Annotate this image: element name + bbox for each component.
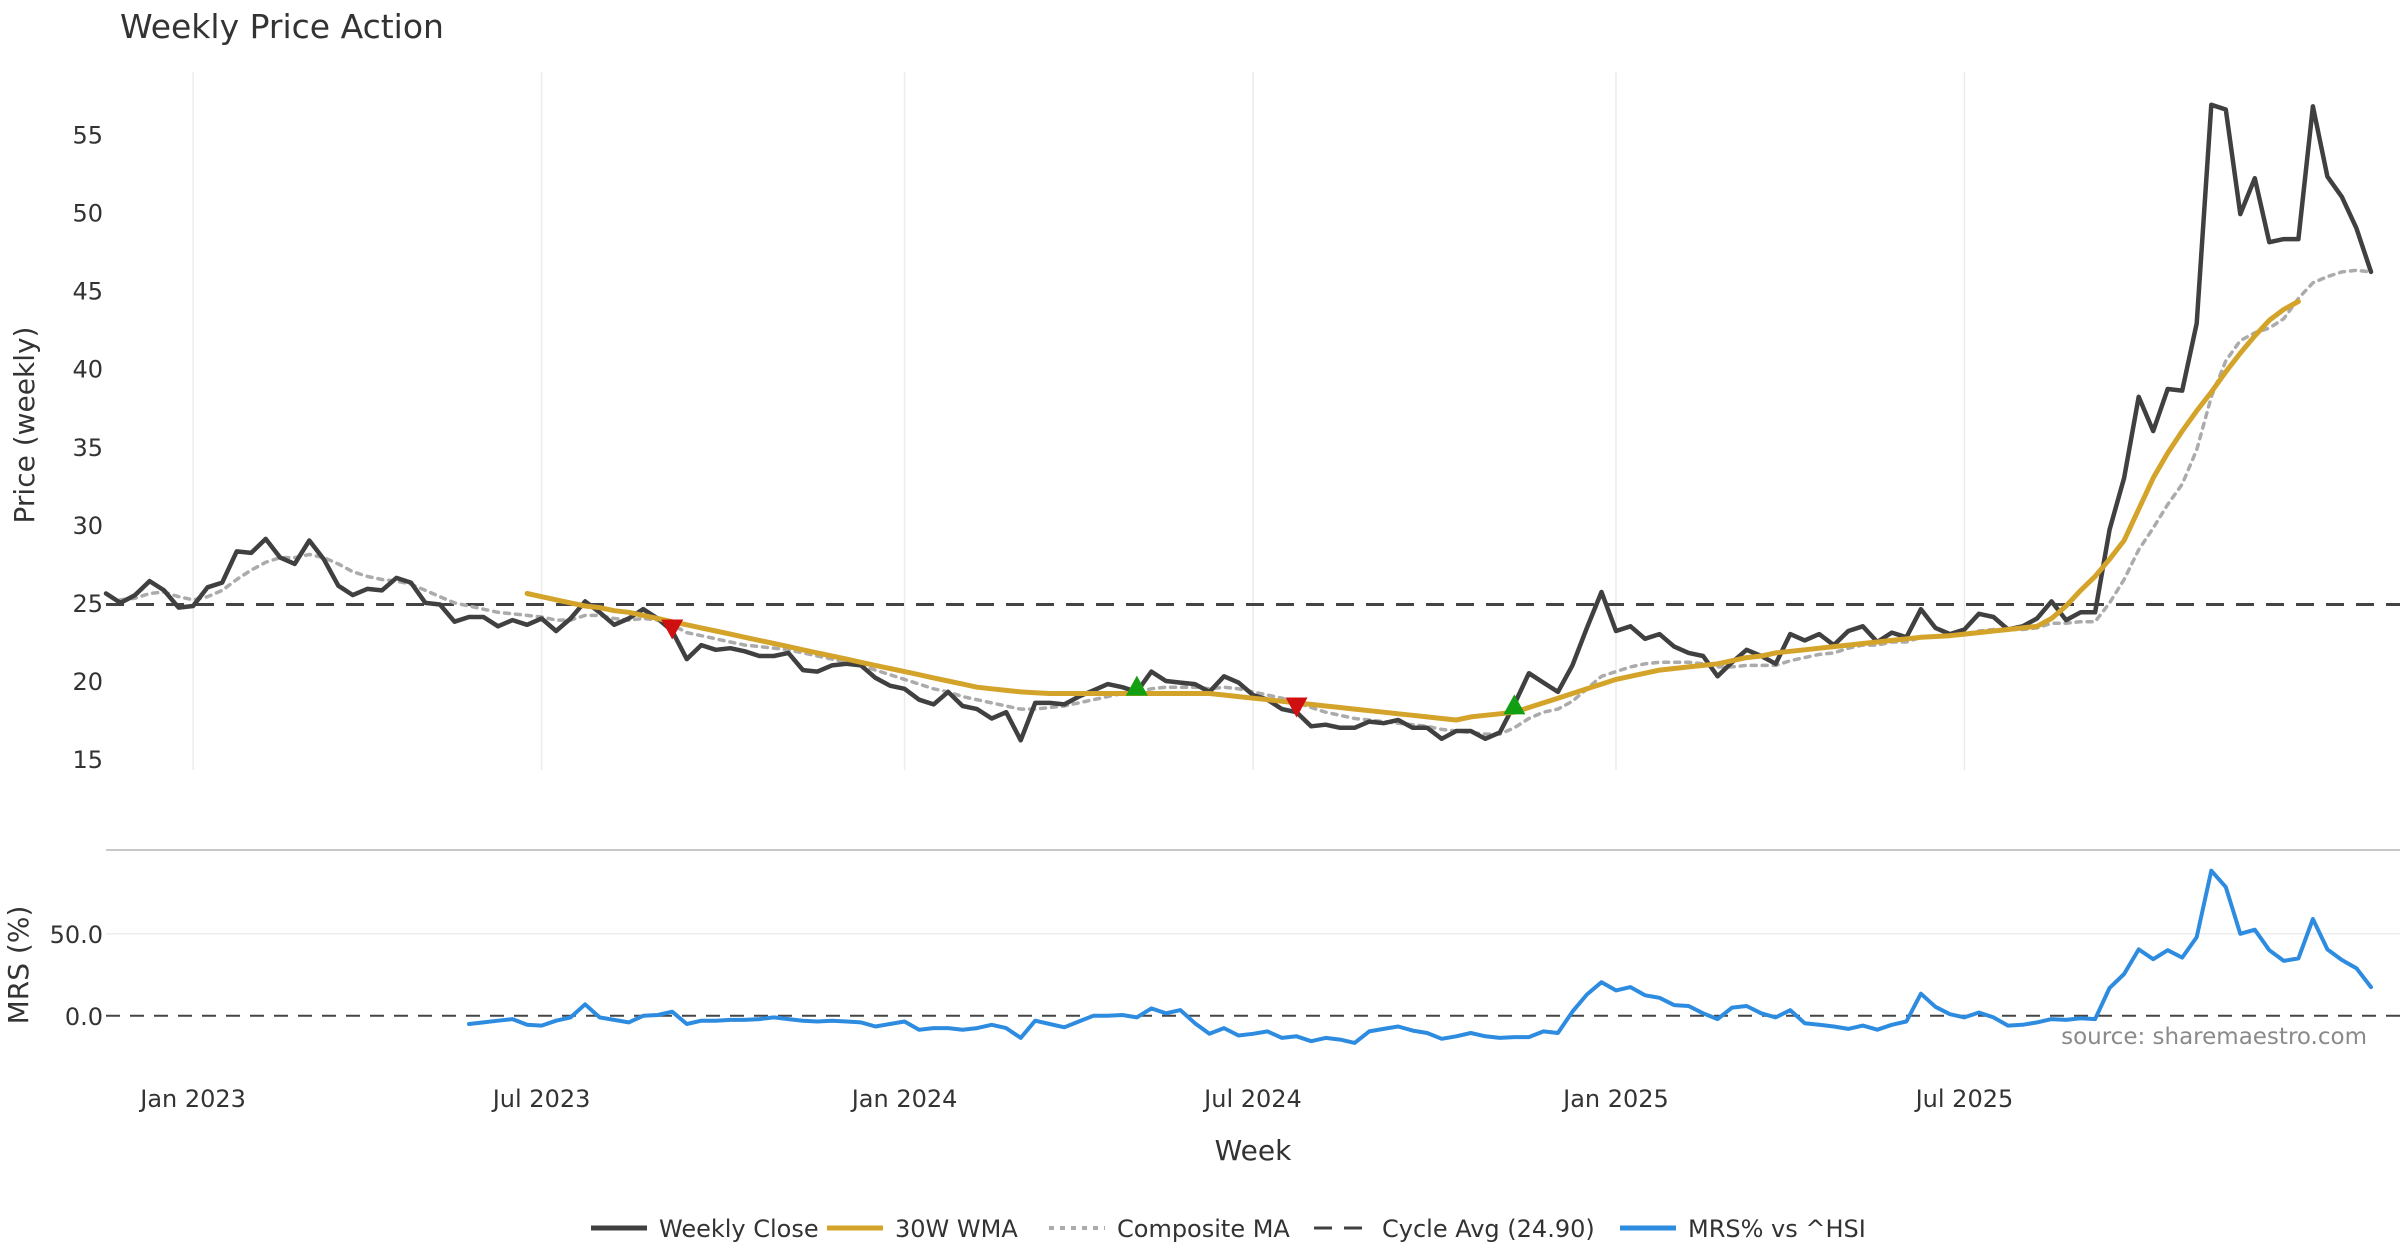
y-tick-label: 55 — [72, 121, 103, 149]
y-tick-label: 40 — [72, 356, 103, 384]
x-tick-label: Jan 2024 — [850, 1085, 958, 1113]
y2-axis-label: MRS (%) — [2, 906, 35, 1025]
x-tick-label: Jul 2024 — [1202, 1085, 1302, 1113]
legend-label: Composite MA — [1117, 1215, 1290, 1243]
y-tick-label: 20 — [72, 668, 103, 696]
signal-layer — [661, 619, 1526, 718]
buy-signal-marker — [1125, 675, 1148, 696]
series-weekly-close — [103, 102, 2374, 743]
y-tick-label: 45 — [72, 278, 103, 306]
x-tick-label: Jan 2023 — [138, 1085, 246, 1113]
y2-tick-label: 0.0 — [65, 1003, 103, 1031]
legend: Weekly Close 30W WMA Composite MA Cycle Avg… — [591, 1215, 1866, 1243]
y-tick-label: 30 — [72, 512, 103, 540]
chart-title: Weekly Price Action — [120, 7, 444, 46]
y-tick-label: 15 — [72, 746, 103, 774]
y-tick-label: 50 — [72, 200, 103, 228]
source-note: source: sharemaestro.com — [2061, 1024, 2367, 1050]
x-tick-label: Jan 2025 — [1561, 1085, 1669, 1113]
legend-label: Cycle Avg (24.90) — [1382, 1215, 1595, 1243]
sell-signal-marker — [661, 619, 684, 640]
series-composite-ma — [118, 268, 2373, 736]
y-tick-label: 35 — [72, 434, 103, 462]
sell-signal-marker — [1285, 697, 1308, 718]
x-tick-label: Jul 2023 — [491, 1085, 591, 1113]
x-tick-label: Jul 2025 — [1914, 1085, 2014, 1113]
mrs-layer — [106, 868, 2400, 1045]
y-axis-label: Price (weekly) — [8, 327, 41, 524]
series-30w-wma — [524, 299, 2301, 723]
buy-signal-marker — [1503, 694, 1526, 715]
legend-label: Weekly Close — [659, 1215, 819, 1243]
gridlines — [106, 72, 2400, 935]
legend-label: MRS% vs ^HSI — [1688, 1215, 1866, 1243]
y2-tick-label: 50.0 — [50, 921, 103, 949]
y-tick-label: 25 — [72, 590, 103, 618]
series-mrs-vs-hsi — [467, 868, 2373, 1045]
axis-ticks: Jan 2023 Jul 2023 Jan 2024 Jul 2024 Jan 2025… — [50, 121, 2014, 1113]
x-axis-label: Week — [1215, 1134, 1292, 1167]
legend-label: 30W WMA — [895, 1215, 1018, 1243]
series-layer — [103, 102, 2374, 743]
